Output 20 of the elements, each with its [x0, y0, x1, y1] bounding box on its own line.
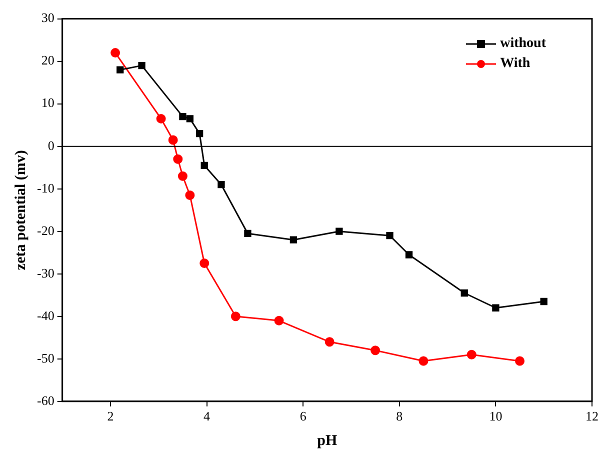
legend-label: without	[500, 36, 546, 52]
x-tick-label: 10	[489, 408, 502, 424]
y-tick-label: -20	[36, 222, 54, 238]
y-axis-title: zeta potential (mv)	[12, 150, 29, 270]
y-tick-label: -30	[36, 265, 54, 280]
x-tick-label: 6	[300, 408, 307, 424]
x-tick-label: 4	[204, 408, 211, 424]
x-tick-label: 2	[107, 408, 114, 424]
y-tick-label: 0	[48, 138, 54, 153]
legend-label: With	[500, 56, 530, 72]
x-tick-label: 8	[396, 408, 403, 424]
y-tick-label: 20	[41, 52, 54, 68]
y-tick-label: -50	[36, 350, 54, 366]
y-tick-label: 30	[41, 10, 54, 26]
y-tick-label: 10	[41, 95, 54, 110]
x-axis-title: pH	[317, 432, 338, 449]
y-tick-label: -60	[36, 392, 54, 408]
y-tick-label: -40	[36, 308, 54, 323]
y-tick-label: -10	[36, 180, 54, 196]
x-tick-label: 12	[586, 408, 598, 424]
